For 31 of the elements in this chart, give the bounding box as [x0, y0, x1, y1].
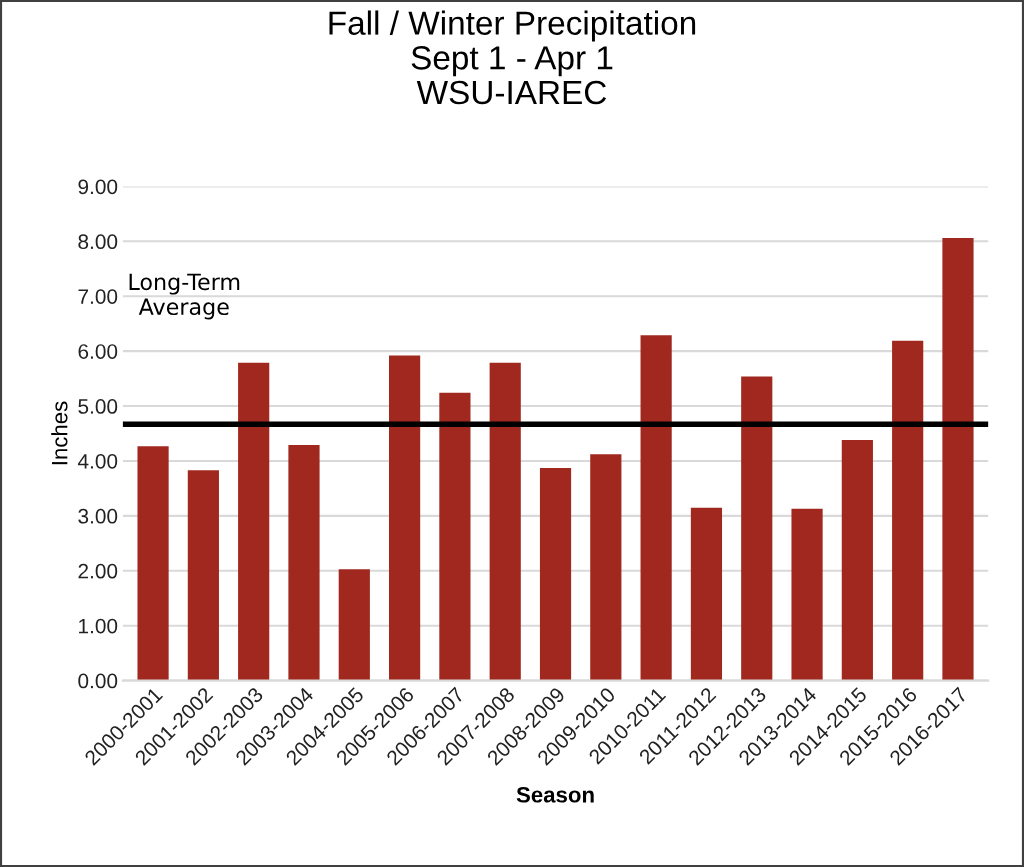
bar	[439, 392, 471, 681]
bar	[590, 454, 622, 681]
y-tick-label: 0.00	[78, 673, 118, 689]
bar	[187, 470, 219, 681]
bar	[892, 340, 924, 681]
bar	[841, 440, 873, 681]
y-tick-label: 6.00	[78, 344, 118, 359]
y-tick-label: 2.00	[78, 563, 118, 579]
y-tick-label: 7.00	[78, 289, 118, 304]
bar	[741, 376, 773, 681]
y-tick-label: 1.00	[79, 618, 118, 634]
y-tick-label: 4.00	[77, 453, 118, 469]
ref-line-label: Long-Term Average	[129, 273, 240, 320]
bar	[238, 362, 270, 681]
bar	[489, 362, 521, 681]
x-axis-title: Season	[516, 786, 594, 803]
bar	[389, 355, 421, 681]
y-tick-label: 9.00	[78, 179, 118, 195]
y-tick-label: 8.00	[78, 234, 118, 250]
bar	[640, 335, 672, 681]
bar	[338, 569, 370, 681]
bar	[137, 446, 169, 681]
y-axis-title: Inches	[51, 401, 68, 465]
bar	[288, 445, 320, 681]
bar	[942, 238, 974, 681]
bar	[539, 468, 572, 681]
bar	[791, 508, 823, 681]
chart-title: Fall / Winter Precipitation Sept 1 - Apr 1 WSU-IAREC	[329, 10, 696, 105]
bar	[690, 507, 723, 681]
y-tick-label: 3.00	[78, 508, 118, 524]
y-tick-label: 5.00	[78, 399, 118, 414]
